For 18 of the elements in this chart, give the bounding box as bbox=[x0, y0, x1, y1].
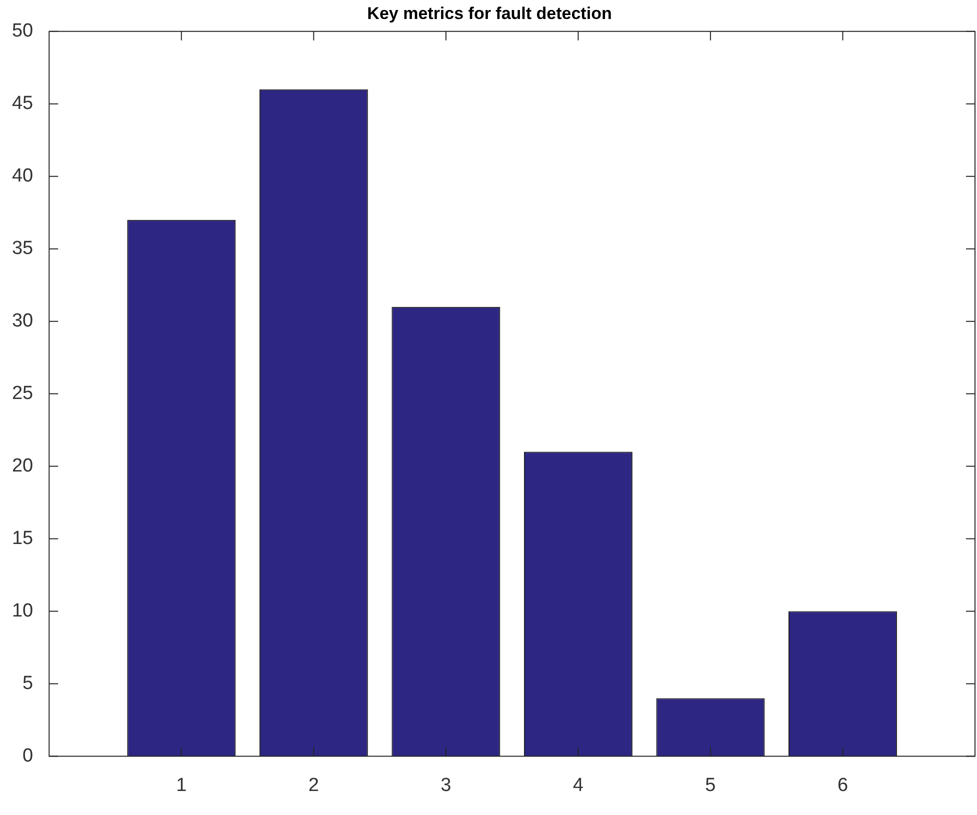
y-tick-label: 35 bbox=[12, 238, 34, 260]
y-tick-label: 30 bbox=[12, 310, 34, 332]
x-tick-label: 3 bbox=[440, 774, 452, 796]
x-tick-label: 5 bbox=[705, 774, 716, 796]
y-tick-label: 45 bbox=[12, 93, 34, 114]
y-tick-label: 20 bbox=[12, 456, 34, 477]
x-tick-label: 1 bbox=[176, 774, 187, 796]
x-tick-label: 4 bbox=[572, 774, 584, 796]
y-tick-label: 40 bbox=[12, 166, 34, 187]
y-tick-label: 15 bbox=[12, 528, 34, 549]
y-tick-label: 10 bbox=[12, 600, 34, 622]
y-tick-label: 50 bbox=[12, 20, 34, 42]
y-tick-label: 5 bbox=[22, 672, 34, 694]
chart-title: Key metrics for fault detection bbox=[367, 4, 612, 23]
y-tick-label: 0 bbox=[22, 745, 34, 766]
x-tick-label: 6 bbox=[837, 774, 848, 796]
y-tick-label: 25 bbox=[12, 383, 34, 404]
x-tick-label: 2 bbox=[308, 774, 319, 796]
